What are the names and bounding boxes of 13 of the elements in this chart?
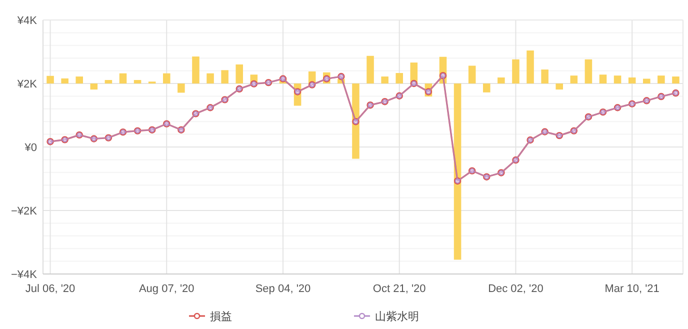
legend-label: 損益 <box>210 311 232 323</box>
legend-label: 山紫水明 <box>375 310 419 323</box>
y-tick-label: ¥4K <box>16 15 38 27</box>
x-tick-label: Sep 04, '20 <box>255 283 311 295</box>
x-tick-label: Mar 10, '21 <box>604 283 660 295</box>
y-tick-label: −¥2K <box>11 206 38 218</box>
x-tick-label: Aug 07, '20 <box>138 283 194 295</box>
x-tick-label: Jul 06, '20 <box>25 283 76 295</box>
x-tick-label: Oct 21, '20 <box>372 283 426 295</box>
y-tick-label: ¥0 <box>24 142 37 154</box>
y-tick-label: ¥2K <box>16 78 38 90</box>
x-tick-label: Dec 02, '20 <box>488 283 544 295</box>
y-tick-label: −¥4K <box>11 269 38 281</box>
